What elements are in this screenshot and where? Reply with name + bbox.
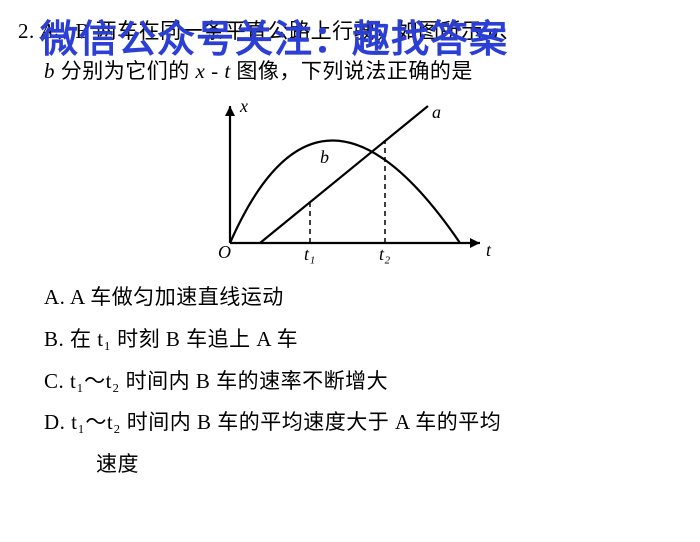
svg-text:b: b — [320, 147, 329, 167]
chart-container: Ox t t₁ t₂ a b — [18, 98, 682, 268]
svg-text:t₁: t₁ — [304, 244, 315, 264]
var-a: a — [488, 19, 499, 43]
var-b: b — [44, 59, 55, 83]
var-A: A — [41, 19, 54, 43]
option-B: B. 在 t₁ 时刻 B 车追上 A 车 — [44, 320, 682, 360]
text-5: 图像，下列说法正确的是 — [231, 59, 473, 83]
options-list: A. A 车做匀加速直线运动 B. 在 t₁ 时刻 B 车追上 A 车 C. t… — [18, 278, 682, 485]
text-1: 、 — [54, 19, 76, 43]
question-content: 2. A、B 两车在同一条平直公路上行驶，如图所示 a、 b 分别为它们的 x … — [0, 0, 700, 499]
svg-text:a: a — [432, 102, 441, 122]
var-xt: x - t — [196, 59, 231, 83]
option-D-line2: 速度 — [44, 445, 682, 485]
svg-text:x: x — [239, 98, 248, 116]
svg-text:O: O — [218, 242, 231, 262]
option-C: C. t₁～t₂ 时间内 B 车的速率不断增大 — [44, 362, 682, 402]
option-D-line1: D. t₁～t₂ 时间内 B 车的平均速度大于 A 车的平均 — [44, 403, 682, 443]
question-line-2: b 分别为它们的 x - t 图像，下列说法正确的是 — [18, 52, 682, 92]
question-line-1: 2. A、B 两车在同一条平直公路上行驶，如图所示 a、 — [18, 12, 682, 52]
xt-chart: Ox t t₁ t₂ a b — [200, 98, 500, 268]
option-A: A. A 车做匀加速直线运动 — [44, 278, 682, 318]
text-4: 分别为它们的 — [55, 59, 196, 83]
svg-text:t₂: t₂ — [379, 244, 390, 264]
text-2: B 两车在同一条平直公路上行驶，如图所示 — [75, 19, 488, 43]
text-3: 、 — [499, 19, 521, 43]
question-number: 2. — [18, 19, 35, 43]
svg-text:t: t — [486, 240, 492, 260]
